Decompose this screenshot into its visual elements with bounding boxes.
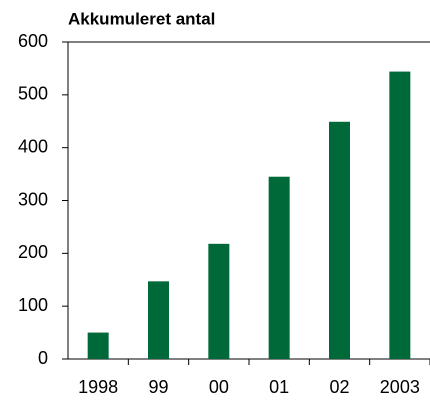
x-tick-label: 01 [269, 377, 289, 397]
x-tick-label: 02 [329, 377, 349, 397]
bar [389, 71, 411, 359]
x-tick-label: 1998 [78, 377, 118, 397]
bar [329, 121, 350, 359]
chart-title: Akkumuleret antal [68, 9, 215, 28]
y-tick-label: 400 [18, 136, 48, 156]
x-tick-label: 2003 [380, 377, 420, 397]
y-tick-label: 200 [18, 242, 48, 262]
bar [208, 243, 230, 359]
x-tick-label: 00 [209, 377, 229, 397]
bar [87, 332, 109, 359]
bar [268, 176, 290, 359]
y-tick-label: 100 [18, 295, 48, 315]
y-tick-label: 0 [38, 348, 48, 368]
y-tick-label: 300 [18, 189, 48, 209]
y-tick-label: 500 [18, 84, 48, 104]
bar [148, 281, 169, 359]
y-tick-label: 600 [18, 31, 48, 51]
x-tick-label: 99 [148, 377, 168, 397]
